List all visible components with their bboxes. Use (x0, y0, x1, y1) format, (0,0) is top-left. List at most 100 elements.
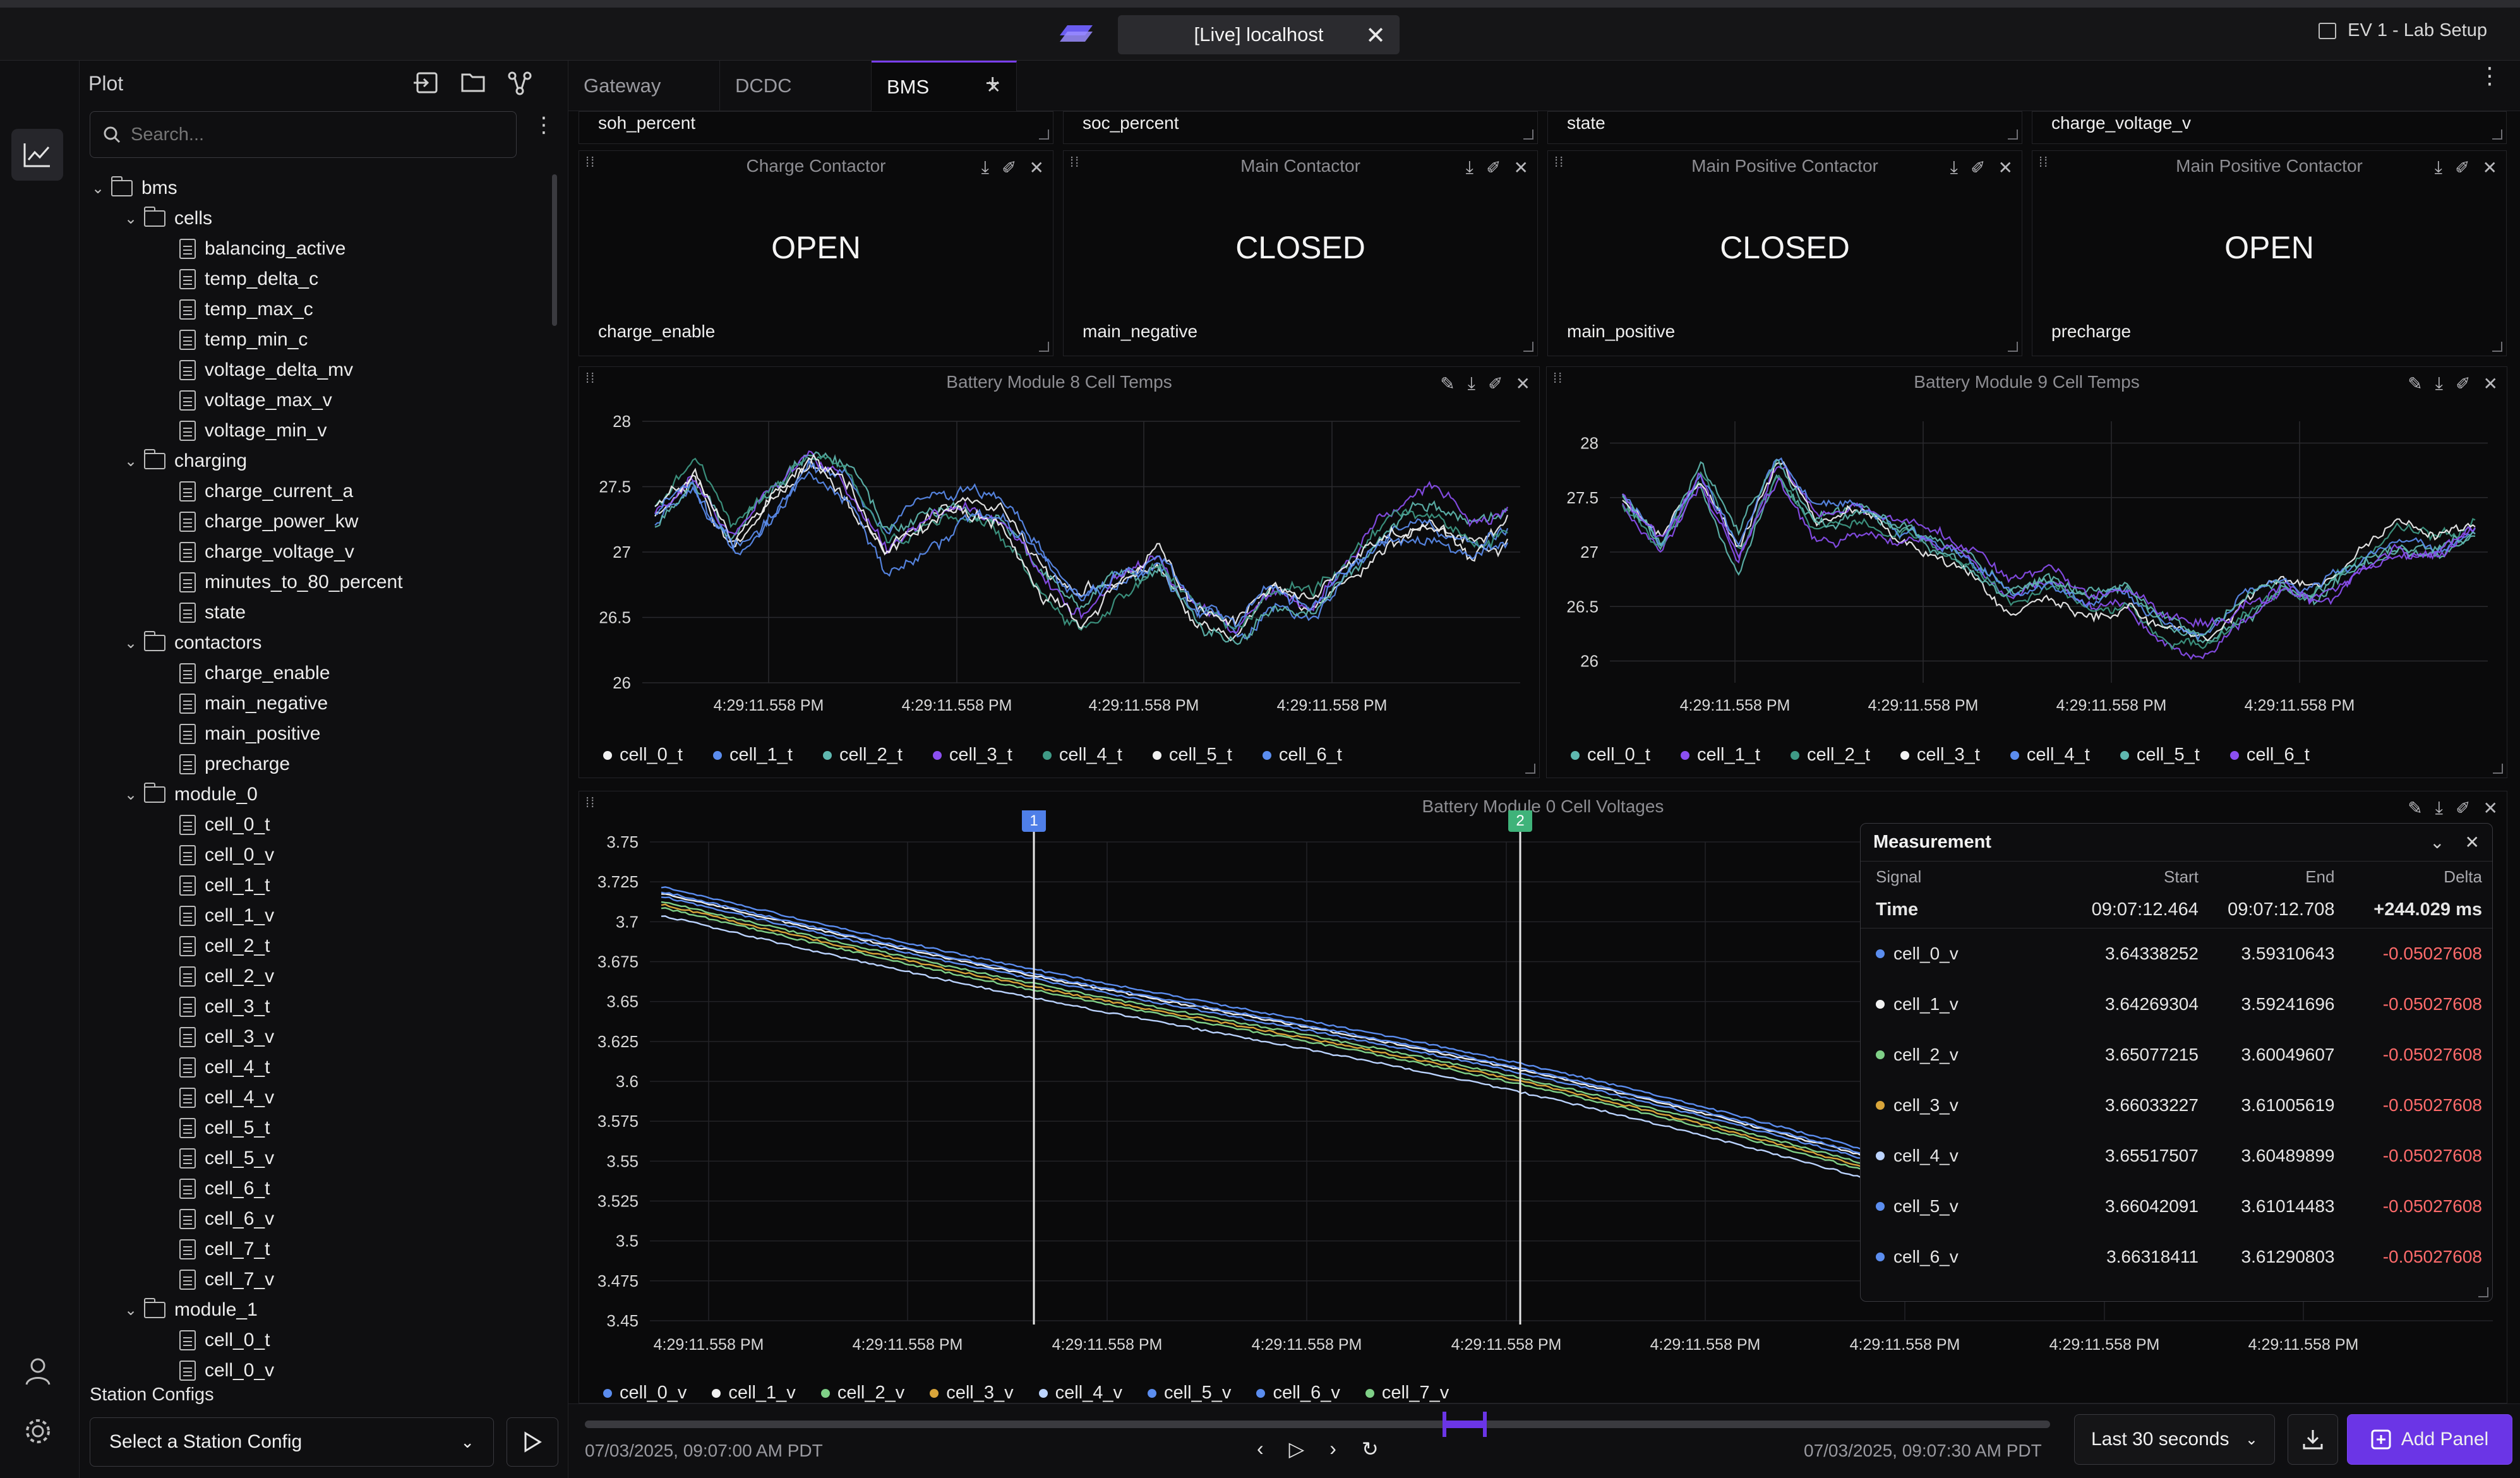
close-icon[interactable]: ✕ (1998, 158, 2013, 177)
collapse-icon[interactable]: ⌄ (2430, 832, 2445, 852)
tree-item[interactable]: temp_max_c (179, 294, 313, 325)
tab-gateway[interactable]: Gateway (568, 61, 720, 111)
tree-item[interactable]: ⌄ cells (121, 203, 212, 234)
download-button[interactable] (2288, 1414, 2338, 1465)
tree-item[interactable]: cell_0_t (179, 1325, 270, 1355)
download-icon[interactable]: ⤓ (981, 157, 990, 177)
resize-handle[interactable] (1525, 764, 1535, 774)
legend-item[interactable]: cell_4_t (1042, 745, 1122, 766)
timeline-window[interactable] (1443, 1412, 1487, 1437)
station-config-select[interactable]: Select a Station Config ⌄ (90, 1417, 494, 1467)
plot-nav-button[interactable] (11, 129, 63, 181)
search-box[interactable] (90, 111, 517, 158)
legend-item[interactable]: cell_6_t (2229, 745, 2310, 766)
resize-handle[interactable] (2478, 1287, 2488, 1297)
chevron-down-icon[interactable]: ⌄ (124, 452, 138, 470)
reset-icon[interactable]: ↻ (1361, 1438, 1379, 1460)
tab-bms[interactable]: BMS ✕ (872, 61, 1017, 111)
tab-menu-icon[interactable]: ⋮ (2478, 63, 2501, 88)
edit-icon[interactable]: ✐ (1002, 158, 1017, 177)
tree-item[interactable]: ⌄ bms (88, 173, 177, 203)
resize-handle[interactable] (1523, 342, 1533, 352)
edit-icon[interactable]: ✐ (1971, 158, 1986, 177)
step-forward-icon[interactable]: › (1329, 1437, 1336, 1460)
resize-handle[interactable] (1523, 129, 1533, 140)
legend-item[interactable]: cell_3_t (932, 745, 1012, 766)
chevron-down-icon[interactable]: ⌄ (124, 634, 138, 652)
tree-item[interactable]: cell_0_v (179, 1355, 274, 1386)
tree-scrollbar[interactable] (552, 174, 557, 326)
close-icon[interactable]: ✕ (1513, 158, 1528, 177)
step-back-icon[interactable]: ‹ (1257, 1437, 1264, 1460)
drag-handle-icon[interactable]: ⁞⁞ (585, 795, 596, 810)
legend-item[interactable]: cell_3_t (1900, 745, 1980, 766)
tree-item[interactable]: cell_5_v (179, 1143, 274, 1174)
cursor-handle[interactable] (1022, 810, 1046, 832)
tree-item[interactable]: balancing_active (179, 234, 346, 264)
legend-item[interactable]: cell_2_t (1790, 745, 1870, 766)
tree-item[interactable]: cell_5_t (179, 1113, 270, 1143)
legend-item[interactable]: cell_3_v (930, 1383, 1014, 1403)
settings-gear-icon[interactable] (23, 1416, 53, 1446)
tree-item[interactable]: cell_0_t (179, 810, 270, 840)
tree-item[interactable]: cell_0_v (179, 840, 274, 870)
resize-handle[interactable] (1039, 342, 1049, 352)
drag-handle-icon[interactable]: ⁞⁞ (1070, 154, 1081, 170)
open-folder-icon[interactable] (460, 71, 486, 93)
cursor-handle[interactable] (1508, 810, 1532, 832)
drag-handle-icon[interactable]: ⁞⁞ (1554, 154, 1565, 170)
tree-item[interactable]: ⌄ module_0 (121, 779, 258, 810)
download-icon[interactable]: ⤓ (2435, 798, 2444, 817)
drag-handle-icon[interactable]: ⁞⁞ (585, 370, 596, 386)
legend-item[interactable]: cell_7_v (1365, 1383, 1449, 1403)
chevron-down-icon[interactable]: ⌄ (124, 786, 138, 803)
tree-item[interactable]: charge_power_kw (179, 507, 358, 537)
tree-item[interactable]: minutes_to_80_percent (179, 567, 403, 598)
legend-item[interactable]: cell_2_v (820, 1383, 904, 1403)
timeline-track[interactable] (585, 1421, 2050, 1428)
tree-item[interactable]: main_negative (179, 688, 328, 719)
tree-item[interactable]: cell_3_t (179, 992, 270, 1022)
sidebar-more-icon[interactable]: ⋮ (533, 113, 555, 137)
chevron-down-icon[interactable]: ⌄ (124, 1301, 138, 1319)
user-icon[interactable] (24, 1357, 52, 1386)
tree-item[interactable]: temp_min_c (179, 325, 308, 355)
resize-handle[interactable] (2492, 129, 2502, 140)
drag-handle-icon[interactable]: ⁞⁞ (1553, 370, 1564, 386)
search-input[interactable] (131, 124, 484, 145)
tree-item[interactable]: voltage_delta_mv (179, 355, 353, 385)
legend-item[interactable]: cell_4_t (2010, 745, 2090, 766)
resize-handle[interactable] (2493, 764, 2503, 774)
legend-item[interactable]: cell_0_t (603, 745, 683, 766)
tree-item[interactable]: main_positive (179, 719, 320, 749)
close-icon[interactable]: ✕ (2464, 832, 2480, 852)
tab-dcdc[interactable]: DCDC (720, 61, 872, 111)
measure-icon[interactable]: ✎ (2408, 798, 2423, 818)
tree-item[interactable]: ⌄ charging (121, 446, 247, 476)
legend-item[interactable]: cell_0_t (1571, 745, 1650, 766)
tree-item[interactable]: cell_3_v (179, 1022, 274, 1052)
cluster-icon[interactable] (507, 71, 532, 96)
tree-item[interactable]: cell_1_t (179, 870, 270, 901)
import-icon[interactable] (414, 71, 439, 95)
edit-icon[interactable]: ✐ (2456, 798, 2471, 818)
tree-item[interactable]: cell_4_v (179, 1083, 274, 1113)
resize-handle[interactable] (2008, 342, 2018, 352)
tree-item[interactable]: charge_enable (179, 658, 330, 688)
tree-item[interactable]: ⌄ module_1 (121, 1295, 258, 1325)
edit-icon[interactable]: ✐ (1488, 374, 1503, 394)
download-icon[interactable]: ⤓ (1467, 373, 1476, 393)
workspace-switcher[interactable]: EV 1 - Lab Setup (2319, 20, 2487, 41)
tree-item[interactable]: ⌄ contactors (121, 628, 261, 658)
edit-icon[interactable]: ✐ (2456, 374, 2471, 394)
legend-item[interactable]: cell_5_v (1148, 1383, 1231, 1403)
close-icon[interactable]: ✕ (1365, 23, 1386, 49)
tree-item[interactable]: state (179, 598, 246, 628)
module-8-temps-chart[interactable]: 28 27.5 27 26.5 26 4:29:11.558 PM 4:29:11.558 … (579, 399, 1540, 740)
legend-item[interactable]: cell_1_t (712, 745, 793, 766)
tree-item[interactable]: cell_4_t (179, 1052, 270, 1083)
legend-item[interactable]: cell_4_v (1038, 1383, 1122, 1403)
legend-item[interactable]: cell_5_t (1152, 745, 1232, 766)
tree-item[interactable]: charge_current_a (179, 476, 353, 507)
tree-item[interactable]: temp_delta_c (179, 264, 318, 294)
